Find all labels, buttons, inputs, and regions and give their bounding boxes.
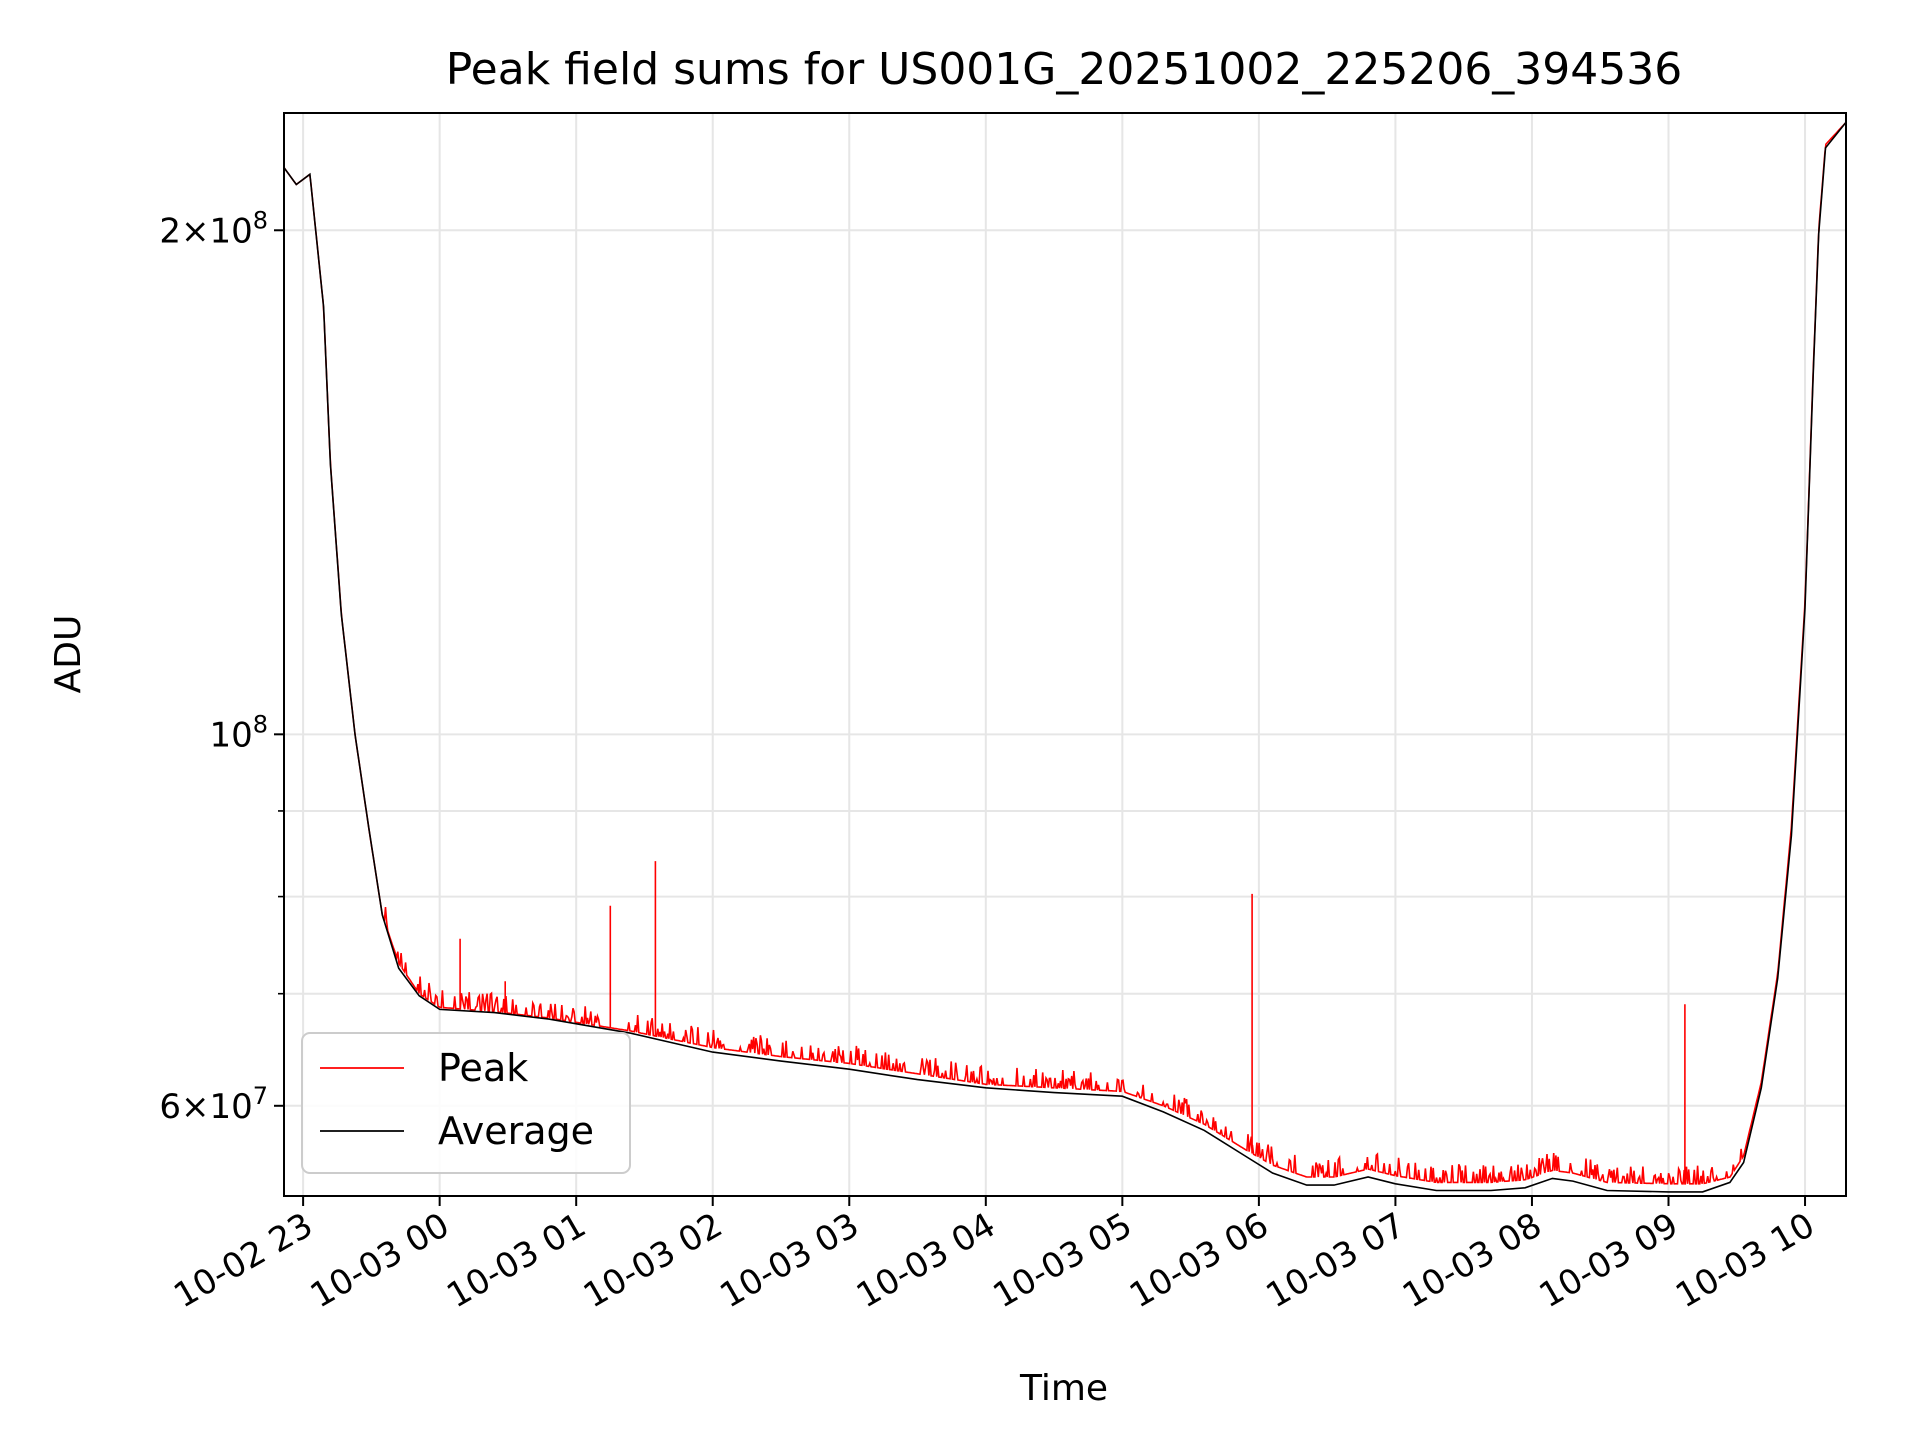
x-tick-label: 10-03 08	[1396, 1205, 1548, 1316]
x-tick-label: 10-03 10	[1669, 1205, 1821, 1316]
x-tick-label: 10-03 02	[577, 1205, 729, 1316]
series-line-average	[283, 121, 1847, 1193]
legend-label-peak: Peak	[438, 1046, 528, 1090]
series-line-peak	[283, 121, 1847, 1185]
plot-area-frame	[283, 112, 1847, 1197]
x-tick-label: 10-03 07	[1260, 1205, 1412, 1316]
y-axis-ticks: 6×107 108 2×108	[159, 206, 284, 1127]
y-tick-label: 108	[209, 710, 268, 755]
x-axis-label: Time	[1019, 1368, 1108, 1409]
x-tick-label: 10-03 04	[850, 1205, 1002, 1316]
x-tick-label: 10-03 00	[304, 1205, 456, 1316]
y-tick-label: 2×108	[159, 206, 268, 251]
grid-lines	[284, 113, 1846, 1196]
y-axis-label: ADU	[48, 615, 89, 694]
x-tick-label: 10-02 23	[167, 1205, 319, 1316]
series-layer	[283, 121, 1847, 1193]
legend-label-average: Average	[438, 1109, 594, 1153]
x-tick-label: 10-03 06	[1123, 1205, 1275, 1316]
legend: Peak Average	[301, 1032, 631, 1174]
x-tick-label: 10-03 01	[440, 1205, 592, 1316]
y-tick-label: 6×107	[159, 1082, 268, 1127]
x-tick-label: 10-03 09	[1533, 1205, 1685, 1316]
x-tick-label: 10-03 03	[713, 1205, 865, 1316]
x-tick-label: 10-03 05	[986, 1205, 1138, 1316]
chart-title: Peak field sums for US001G_20251002_2252…	[446, 44, 1683, 95]
